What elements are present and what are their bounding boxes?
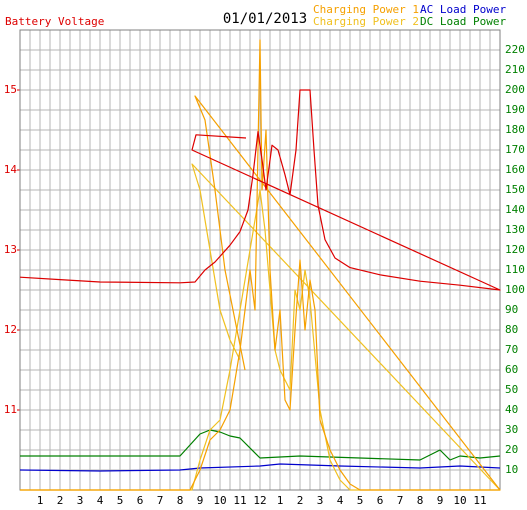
y2-tick-label: 40 xyxy=(505,403,518,416)
y-tick-label: 14 xyxy=(4,163,18,176)
series-line xyxy=(20,163,501,491)
x-tick-label: 5 xyxy=(357,494,364,507)
legend-label: Battery Voltage xyxy=(5,15,104,28)
x-tick-label: 12 xyxy=(253,494,266,507)
y2-tick-label: 170 xyxy=(505,143,525,156)
y-tick-label: 13 xyxy=(4,243,17,256)
y2-tick-label: 30 xyxy=(505,423,518,436)
y2-tick-label: 90 xyxy=(505,303,518,316)
x-tick-label: 1 xyxy=(277,494,284,507)
y2-tick-label: 70 xyxy=(505,343,518,356)
y2-tick-label: 120 xyxy=(505,243,525,256)
y2-tick-label: 110 xyxy=(505,263,525,276)
x-tick-label: 9 xyxy=(437,494,444,507)
legend-label: AC Load Power xyxy=(420,3,506,16)
x-tick-label: 3 xyxy=(317,494,324,507)
x-tick-label: 4 xyxy=(337,494,344,507)
x-tick-label: 5 xyxy=(117,494,124,507)
y2-tick-label: 150 xyxy=(505,183,525,196)
y2-tick-label: 60 xyxy=(505,363,518,376)
y2-tick-label: 180 xyxy=(505,123,525,136)
y-tick-label: 15 xyxy=(4,83,17,96)
series-line xyxy=(20,429,501,461)
y2-tick-label: 210 xyxy=(505,63,525,76)
legend-label: DC Load Power xyxy=(420,15,506,28)
y-tick-label: 12 xyxy=(4,323,17,336)
y2-tick-label: 80 xyxy=(505,323,518,336)
x-tick-label: 7 xyxy=(397,494,404,507)
y2-tick-label: 200 xyxy=(505,83,525,96)
series-line xyxy=(20,39,501,491)
y2-tick-label: 220 xyxy=(505,43,525,56)
series-line xyxy=(19,89,501,291)
chart-date: 01/01/2013 xyxy=(223,11,307,27)
y2-tick-label: 190 xyxy=(505,103,525,116)
y2-tick-label: 160 xyxy=(505,163,525,176)
y2-tick-label: 50 xyxy=(505,383,518,396)
x-tick-label: 9 xyxy=(197,494,204,507)
x-tick-label: 2 xyxy=(297,494,304,507)
x-tick-label: 11 xyxy=(473,494,486,507)
y2-tick-label: 100 xyxy=(505,283,525,296)
legend-label: Charging Power 2 xyxy=(313,15,419,28)
y2-tick-label: 20 xyxy=(505,443,518,456)
series-line xyxy=(19,463,501,472)
x-tick-label: 10 xyxy=(453,494,466,507)
x-tick-label: 10 xyxy=(213,494,226,507)
x-tick-label: 11 xyxy=(233,494,246,507)
x-tick-label: 8 xyxy=(177,494,184,507)
x-tick-label: 6 xyxy=(377,494,384,507)
y-tick-label: 11 xyxy=(4,403,17,416)
legend-label: Charging Power 1 xyxy=(313,3,419,16)
x-tick-label: 3 xyxy=(77,494,84,507)
x-tick-label: 7 xyxy=(157,494,164,507)
y2-tick-label: 130 xyxy=(505,223,525,236)
y2-tick-label: 140 xyxy=(505,203,525,216)
y2-tick-label: 10 xyxy=(505,463,518,476)
plot-border xyxy=(19,29,501,491)
x-tick-label: 2 xyxy=(57,494,64,507)
x-tick-label: 6 xyxy=(137,494,144,507)
x-tick-label: 1 xyxy=(37,494,44,507)
x-tick-label: 8 xyxy=(417,494,424,507)
x-tick-label: 4 xyxy=(97,494,104,507)
